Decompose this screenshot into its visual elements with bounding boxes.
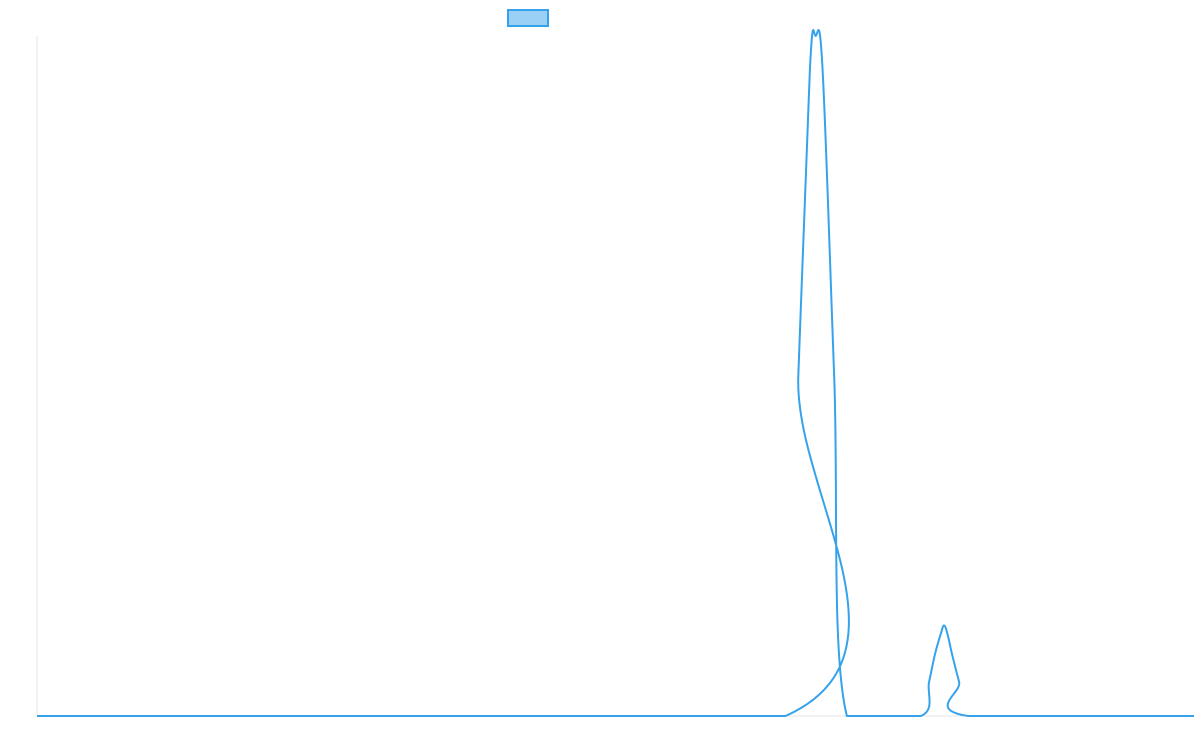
series-line-0 <box>37 29 1194 718</box>
axes <box>36 36 1194 717</box>
legend-swatch[interactable] <box>507 9 549 27</box>
series-layer <box>37 29 1194 718</box>
legend-item[interactable] <box>507 9 549 27</box>
legend[interactable] <box>507 9 549 27</box>
